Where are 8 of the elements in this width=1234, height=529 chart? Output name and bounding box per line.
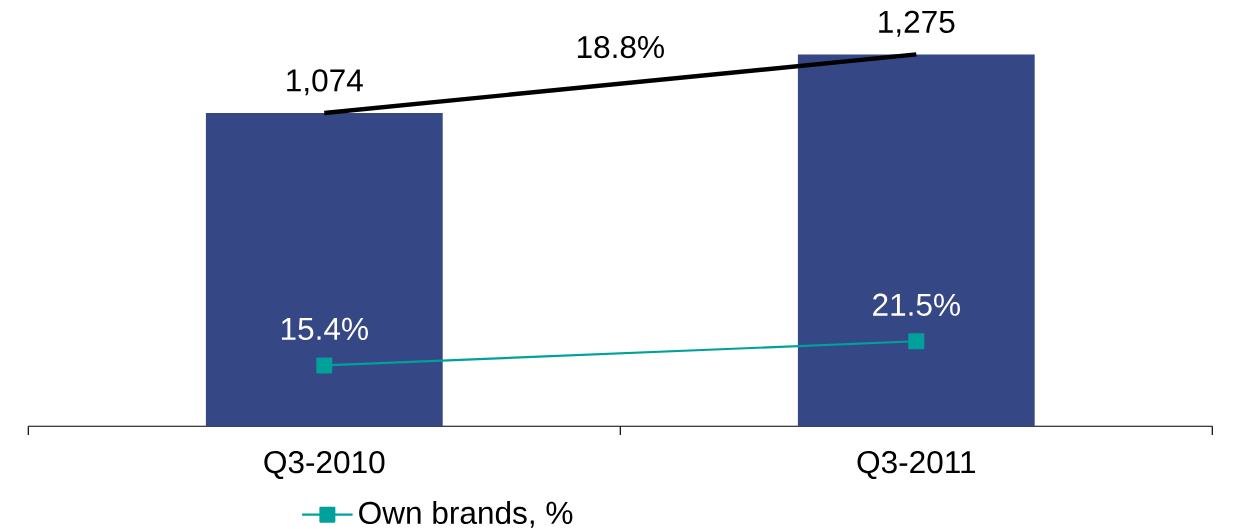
- data-label: 1,074: [287, 69, 363, 96]
- annotation: 18.8%: [577, 35, 664, 59]
- x-tick-label: Q3-2010: [264, 451, 385, 480]
- data-label: 15.4%: [281, 317, 368, 341]
- x-tick-label: Q3-2011: [857, 451, 975, 480]
- data-label: 1,275: [879, 10, 955, 37]
- data-label: 21.5%: [873, 293, 960, 317]
- legend-label: Own brands, %: [359, 500, 573, 528]
